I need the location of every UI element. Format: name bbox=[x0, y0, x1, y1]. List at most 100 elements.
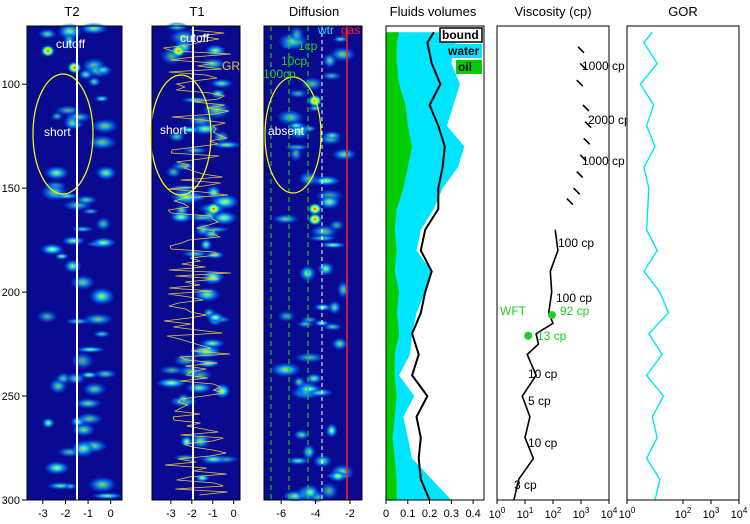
gor-panel: 100 102 103 104 bbox=[619, 25, 748, 521]
t1-blob-11 bbox=[211, 140, 243, 149]
wft-point-1 bbox=[524, 331, 533, 340]
t2-x-axis: -3 -2 -1 0 bbox=[38, 500, 114, 520]
t2-blob-59 bbox=[65, 372, 86, 385]
t1-blob-59 bbox=[193, 287, 221, 302]
t2-x-tick-label-1: -2 bbox=[61, 508, 71, 520]
viscosity-segment-5 bbox=[583, 137, 591, 145]
wft-point-0 bbox=[547, 310, 556, 319]
diffusion-frame bbox=[263, 25, 363, 501]
t2-blob-57 bbox=[37, 28, 57, 40]
viscosity-segment-0 bbox=[577, 46, 585, 54]
fluids-legend: bound water oil bbox=[439, 27, 483, 74]
t2-blob-38 bbox=[62, 32, 76, 50]
viscosity-segment-8 bbox=[573, 187, 581, 195]
t1-blob-40 bbox=[173, 353, 199, 367]
viscosity-segment-9 bbox=[566, 197, 574, 206]
diff-hotspot-2 bbox=[307, 94, 322, 107]
t1-x-axis: -3 -2 -1 0 bbox=[166, 500, 237, 520]
fluids-frame bbox=[385, 25, 485, 501]
diff-blob-12 bbox=[313, 303, 332, 311]
diff-blob-7 bbox=[293, 429, 311, 441]
t2-blob-40 bbox=[93, 369, 118, 379]
legend-oil-swatch bbox=[456, 60, 482, 74]
t2-panel: cutoff short 100 150 200 250 300 -3 -2 -1 0 bbox=[2, 22, 124, 520]
t1-short-label: short bbox=[160, 123, 187, 137]
t1-blob-5 bbox=[199, 338, 226, 349]
gor-title: GOR bbox=[668, 4, 698, 19]
diff-blob-58 bbox=[318, 194, 341, 210]
t2-short-label: short bbox=[44, 125, 71, 139]
diff-blob-55 bbox=[319, 482, 339, 500]
vis-x-tick-label-1: 101 bbox=[517, 506, 534, 521]
vis-x-tick-label-2: 102 bbox=[545, 506, 562, 521]
t2-blob-41 bbox=[95, 65, 112, 75]
t2-x-tick-label-2: -1 bbox=[83, 508, 93, 520]
gor-x-tick-label-3: 104 bbox=[731, 506, 748, 521]
t2-cutoff-label: cutoff bbox=[56, 37, 86, 51]
diff-blob-10 bbox=[317, 261, 335, 276]
t2-blob-48 bbox=[71, 440, 96, 458]
diffusion-wtr-label: wtr bbox=[317, 23, 334, 37]
diff-blob-54 bbox=[321, 130, 343, 140]
t2-blob-51 bbox=[91, 492, 124, 500]
viscosity-label-c100a: 100 cp bbox=[558, 236, 594, 250]
diff-blob-42 bbox=[288, 89, 308, 99]
t2-blob-44 bbox=[91, 237, 117, 248]
viscosity-title: Viscosity (cp) bbox=[514, 4, 591, 19]
diff-blob-51 bbox=[331, 337, 348, 351]
diff-blob-39 bbox=[322, 53, 337, 69]
viscosity-label-c1000a: 1000 cp bbox=[582, 59, 625, 73]
depth-tick-label-2: 200 bbox=[2, 287, 20, 299]
t1-blob-8 bbox=[199, 238, 213, 251]
gor-frame bbox=[626, 25, 740, 501]
t1-short-ellipse bbox=[150, 74, 212, 196]
diffusion-title: Diffusion bbox=[289, 4, 339, 19]
viscosity-label-c92: 92 cp bbox=[560, 304, 590, 318]
depth-tick-label-3: 250 bbox=[2, 391, 20, 403]
t2-blob-34 bbox=[44, 461, 70, 475]
gor-curve bbox=[639, 31, 670, 501]
t2-blob-16 bbox=[40, 243, 65, 256]
t2-frame bbox=[26, 25, 123, 501]
t2-blob-24 bbox=[57, 22, 83, 41]
fluids-bound-curve bbox=[410, 31, 446, 501]
depth-tick-label-1: 150 bbox=[2, 183, 20, 195]
diffusion-1cp-label: 1cp bbox=[298, 39, 318, 53]
diff-blob-33 bbox=[327, 300, 342, 315]
diff-blob-27 bbox=[321, 71, 343, 81]
t2-hotspot-0 bbox=[40, 44, 55, 57]
t2-blob-2 bbox=[82, 313, 114, 326]
diff-hotspot-1 bbox=[307, 213, 322, 226]
legend-water-swatch bbox=[446, 44, 482, 58]
legend-water-label: water bbox=[447, 44, 480, 58]
viscosity-label-c10b: 10 cp bbox=[528, 436, 558, 450]
diff-x-tick-label-2: -2 bbox=[345, 508, 355, 520]
fv-x-tick-label-4: 0.4 bbox=[465, 508, 480, 520]
gor-x-tick-label-0: 100 bbox=[619, 506, 636, 521]
t1-blob-56 bbox=[181, 250, 209, 258]
t1-blob-50 bbox=[178, 126, 201, 134]
gor-background bbox=[627, 26, 739, 500]
diff-blob-57 bbox=[300, 76, 324, 91]
legend-oil-label: oil bbox=[458, 60, 472, 74]
t1-blob-47 bbox=[180, 435, 194, 448]
t2-blob-46 bbox=[64, 482, 78, 490]
t2-blob-19 bbox=[70, 352, 95, 370]
viscosity-upper-segments bbox=[566, 46, 592, 206]
diffusion-panel: wtr gas 1cp 10cp 100cp absent -6 -4 -2 bbox=[263, 23, 363, 520]
t1-blob-53 bbox=[158, 365, 185, 375]
t2-blob-4 bbox=[87, 76, 101, 87]
t2-blob-53 bbox=[63, 114, 81, 130]
t1-cutoff-label: cutoff bbox=[180, 31, 210, 45]
t1-blob-55 bbox=[169, 29, 199, 46]
viscosity-label-c13: 13 cp bbox=[537, 329, 567, 343]
t2-blob-0 bbox=[92, 330, 111, 338]
diffusion-x-axis: -6 -4 -2 bbox=[276, 500, 355, 520]
vis-x-tick-label-0: 100 bbox=[489, 506, 506, 521]
fluids-x-axis: 0 0.1 0.2 0.3 0.4 bbox=[383, 500, 481, 520]
vis-x-tick-label-4: 104 bbox=[601, 506, 618, 521]
fluids-title: Fluids volumes bbox=[390, 4, 477, 19]
viscosity-segment-6 bbox=[579, 154, 587, 162]
t2-x-tick-label-3: 0 bbox=[108, 508, 114, 520]
